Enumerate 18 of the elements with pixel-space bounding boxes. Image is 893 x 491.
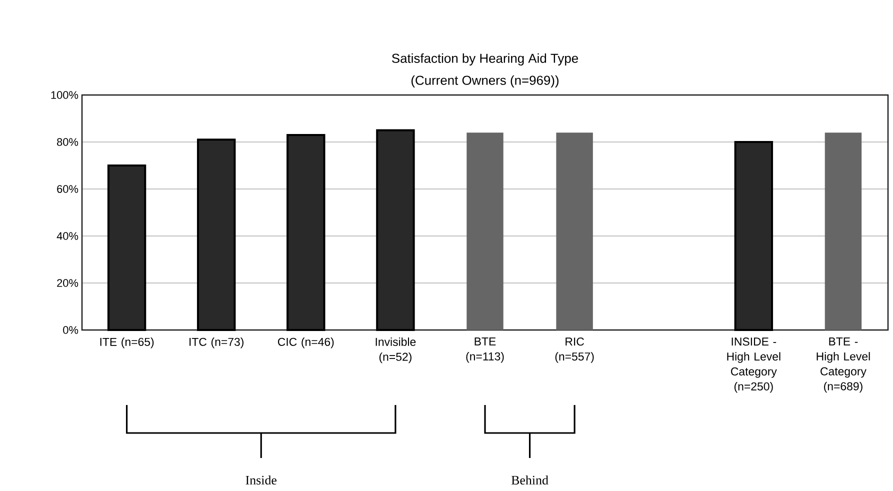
y-tick-label: 100% [51, 91, 78, 99]
x-tick-label: BTE (n=113) [466, 338, 504, 363]
x-tick-label: RIC (n=557) [555, 338, 594, 363]
y-tick-label: 40% [56, 232, 78, 240]
x-tick-label: INSIDE - High Level Category (n=250) [727, 338, 780, 393]
y-tick-label: 60% [57, 185, 78, 193]
y-tick-label: 20% [57, 279, 78, 287]
text: Inside [246, 475, 276, 485]
x-tick-label: BTE - High Level Category (n=689) [816, 338, 870, 393]
x-tick-label: Invisible (n=52) [376, 338, 416, 364]
x-tick-label: ITE (n=65) [100, 338, 154, 348]
y-tick-label: 80% [57, 138, 78, 146]
text: Behind [511, 475, 548, 485]
chart-title: Satisfaction by Hearing Aid Type [392, 53, 578, 66]
x-tick-label: CIC (n=46) [278, 338, 334, 348]
x-tick-label: ITC (n=73) [190, 338, 244, 348]
chart-subtitle: (Current Owners (n=969)) [411, 75, 558, 88]
y-tick-label: 0% [63, 326, 78, 334]
